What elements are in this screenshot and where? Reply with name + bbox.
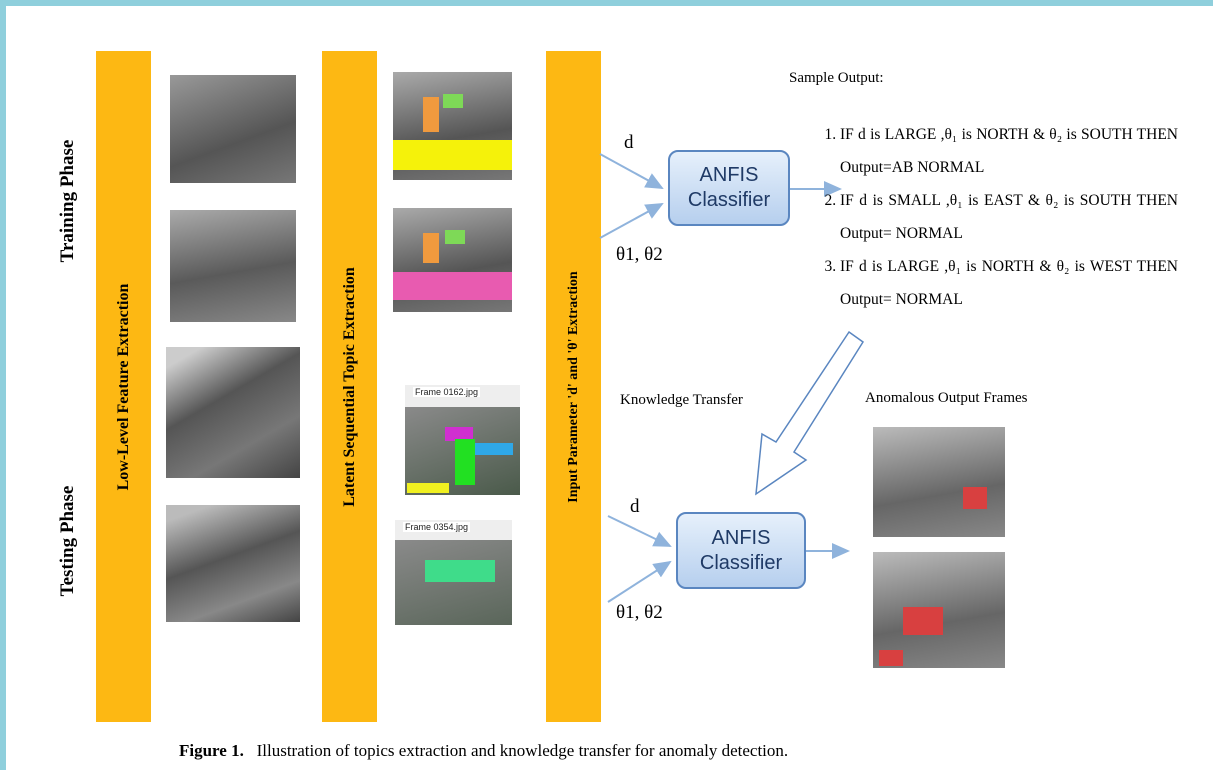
classifier-box: ANFIS Classifier	[668, 150, 790, 226]
rule: IF d is LARGE ,θ₁ is NORTH & θ₂ is WEST …	[840, 250, 1178, 316]
classifier-box: ANFIS Classifier	[676, 512, 806, 589]
rule-list: IF d is LARGE ,θ₁ is NORTH & θ₂ is SOUTH…	[818, 118, 1178, 316]
annotation: Anomalous Output Frames	[865, 390, 1028, 407]
input-label: d	[624, 132, 634, 154]
input-label: θ1, θ2	[616, 602, 663, 624]
figure: Training Phase Testing Phase Low-Level F…	[6, 6, 1213, 770]
caption: Figure 1. Illustration of topics extract…	[179, 741, 788, 761]
rule: IF d is LARGE ,θ₁ is NORTH & θ₂ is SOUTH…	[840, 118, 1178, 184]
section-title: Sample Output:	[789, 70, 884, 87]
page: Training Phase Testing Phase Low-Level F…	[0, 0, 1213, 770]
caption-label: Figure 1.	[179, 741, 244, 760]
caption-text: Illustration of topics extraction and kn…	[257, 741, 789, 760]
rule: IF d is SMALL ,θ₁ is EAST & θ₂ is SOUTH …	[840, 184, 1178, 250]
input-label: d	[630, 496, 640, 518]
input-label: θ1, θ2	[616, 244, 663, 266]
annotation: Knowledge Transfer	[620, 392, 743, 409]
